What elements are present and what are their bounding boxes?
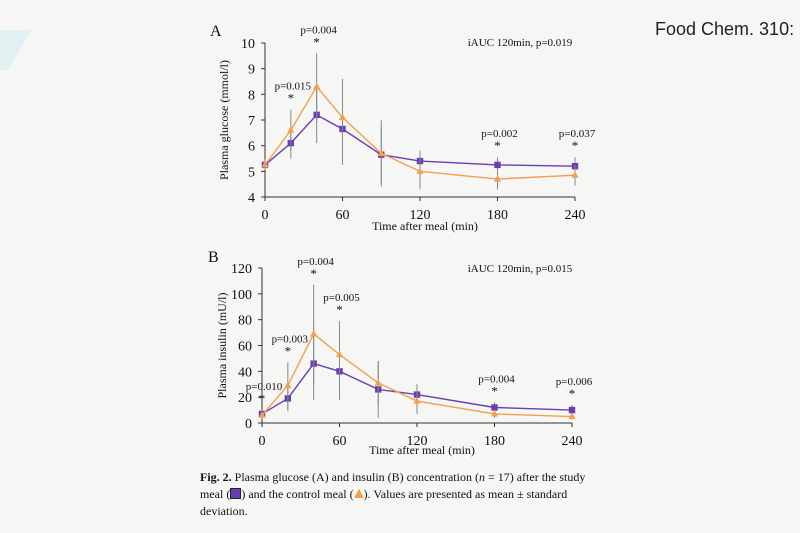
panel-a-p-value-label: p=0.037 <box>559 128 596 140</box>
panel-a-x-tick-label: 240 <box>565 208 586 223</box>
panel-b-p-value-label: p=0.004 <box>478 373 515 385</box>
panel-b-x-tick-label: 0 <box>259 434 266 449</box>
panel-b-p-value-label: p=0.006 <box>556 376 593 388</box>
panel-b-y-axis-label: Plasma insulin (mU/l) <box>215 293 229 399</box>
panel-b-y-tick-label: 40 <box>238 365 252 380</box>
panel-b-control-point <box>374 378 382 386</box>
panel-b-control-point <box>568 412 576 420</box>
caption-text-4: ). Values are presented as mean ± standa… <box>200 487 568 518</box>
panel-a-x-tick-label: 60 <box>336 208 350 223</box>
caption-text-2: = 17) after the study meal ( <box>200 470 586 501</box>
panel-b-x-tick-label: 240 <box>562 434 583 449</box>
panel-a-control-point <box>338 113 347 121</box>
panel-b-significance-star: * <box>336 302 343 317</box>
panel-b-control-point <box>258 411 266 418</box>
panel-a-y-tick-label: 4 <box>248 191 255 206</box>
panel-b-x-tick-label: 180 <box>484 434 505 449</box>
panel-a-p-value-label: p=0.004 <box>300 24 337 36</box>
figure-caption: Fig. 2. Plasma glucose (A) and insulin (… <box>200 469 610 520</box>
journal-reference: Food Chem. 310: <box>655 19 795 39</box>
panel-b-label: B <box>208 249 219 266</box>
panel-b-control-point <box>284 381 292 389</box>
panel-b-y-tick-label: 80 <box>238 314 252 329</box>
panel-a-study-line <box>264 113 576 167</box>
panel-a-x-tick-label: 120 <box>410 208 431 223</box>
panel-a-control-point <box>261 160 269 168</box>
panel-b-y-tick-label: 100 <box>231 288 252 303</box>
panel-b-p-value-label: p=0.004 <box>297 256 334 268</box>
panel-b-significance-star: * <box>491 383 498 398</box>
panel-b-y-tick-label: 20 <box>238 391 252 406</box>
panel-b-study-point <box>568 406 576 414</box>
study-meal-square-icon <box>230 488 242 499</box>
panel-a-control-point <box>377 149 385 156</box>
panel-a-control-point <box>287 126 295 133</box>
caption-fig-label: Fig. 2. <box>200 470 232 484</box>
panel-a-label: A <box>210 23 222 40</box>
panel-a-x-tick-label: 180 <box>487 208 508 223</box>
panel-b-significance-star: * <box>285 343 292 358</box>
panel-a-control-line <box>264 85 576 180</box>
panel-b-annotation: iAUC 120min, p=0.015 <box>468 263 573 275</box>
panel-b-y-tick-label: 60 <box>238 340 252 355</box>
panel-b-study-point <box>491 404 498 411</box>
panel-a-control-point <box>493 175 502 182</box>
panel-b-insulin-chart: B 0 20 40 60 80 100 120 0 60 120 180 240 Time after m… <box>208 249 593 457</box>
panel-a-control-point <box>571 171 579 178</box>
panel-a-significance-star: * <box>288 91 295 106</box>
panel-b-significance-star: * <box>569 386 576 401</box>
panel-a-control-point <box>313 82 321 90</box>
panel-b-study-line <box>261 362 573 415</box>
panel-a-y-tick-label: 8 <box>248 88 255 103</box>
panel-a-significance-star: * <box>313 34 320 49</box>
panel-b-significance-star: * <box>310 266 317 281</box>
caption-text-1: Plasma glucose (A) and insulin (B) conce… <box>234 470 479 484</box>
panel-a-annotation: iAUC 120min, p=0.019 <box>468 37 573 49</box>
panel-a-y-tick-label: 7 <box>248 114 255 129</box>
panel-a-control-point <box>416 167 424 174</box>
caption-n-symbol: n <box>478 470 485 484</box>
panel-a-y-axis-label: Plasma glucose (mmol/l) <box>217 60 231 180</box>
panel-b-control-line <box>261 332 573 418</box>
panel-b-x-tick-label: 120 <box>407 434 428 449</box>
panel-b-p-value-label: p=0.010 <box>246 381 283 393</box>
panel-a-y-tick-label: 6 <box>248 140 255 155</box>
panel-a-y-tick-label: 9 <box>248 63 255 78</box>
panel-b-control-point <box>310 329 318 337</box>
panel-b-significance-star: * <box>259 391 266 406</box>
panel-b-control-point <box>335 350 344 358</box>
panel-a-significance-star: * <box>494 138 501 153</box>
control-meal-triangle-icon <box>353 489 364 498</box>
panel-a-p-value-label: p=0.002 <box>481 128 517 140</box>
panel-a-study-point <box>494 161 501 169</box>
panel-a-y-tick-label: 5 <box>248 165 255 180</box>
panel-a-x-axis-label: Time after meal (min) <box>372 219 478 233</box>
panel-a-y-tick-label: 10 <box>241 37 255 52</box>
panel-a-x-tick-label: 0 <box>262 208 269 223</box>
panel-b-y-tick-label: 120 <box>231 262 252 277</box>
caption-text-3: ) and the control meal ( <box>241 487 354 501</box>
panel-b-control-point <box>490 409 499 417</box>
panel-a-glucose-chart: A 4 5 6 7 8 9 10 0 60 120 180 240 Time after meal (mi… <box>210 23 596 233</box>
panel-b-y-tick-label: 0 <box>245 417 252 432</box>
panel-b-x-tick-label: 60 <box>333 434 347 449</box>
panel-a-significance-star: * <box>572 138 579 153</box>
panel-a-p-value-label: p=0.015 <box>275 81 312 93</box>
panel-b-x-axis-label: Time after meal (min) <box>369 443 475 457</box>
panel-b-control-point <box>413 397 421 404</box>
panel-b-p-value-label: p=0.005 <box>323 292 360 304</box>
panel-b-p-value-label: p=0.003 <box>272 333 309 345</box>
